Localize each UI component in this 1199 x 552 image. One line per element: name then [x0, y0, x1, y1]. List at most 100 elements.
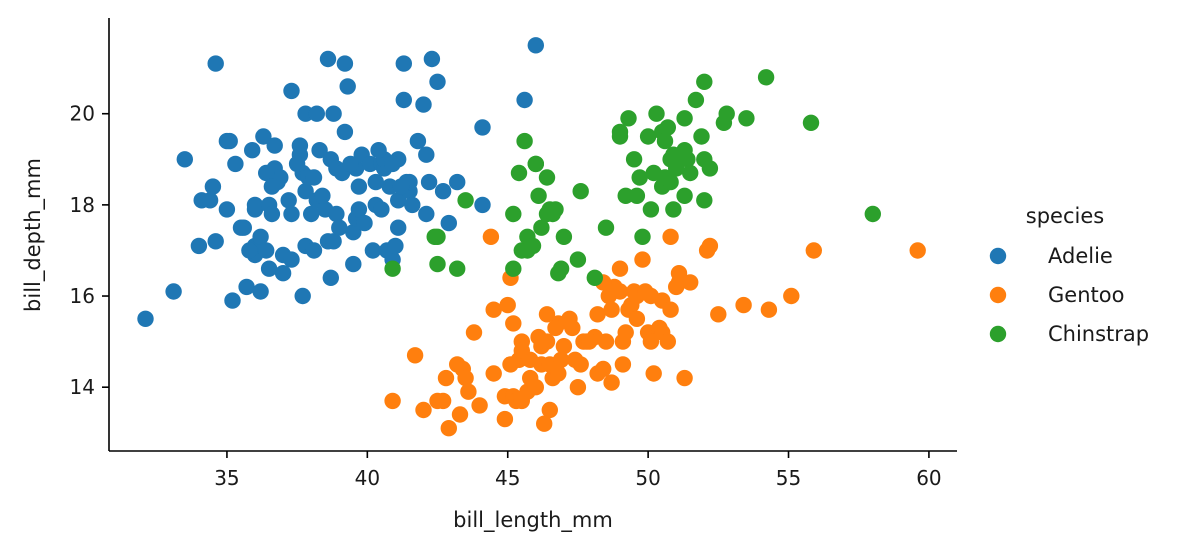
data-point	[538, 169, 556, 186]
data-point	[634, 228, 651, 245]
data-point	[668, 151, 685, 168]
data-point	[449, 173, 466, 191]
legend-item-adelie: Adelie	[989, 244, 1113, 268]
data-point	[238, 278, 255, 296]
data-point	[547, 201, 564, 218]
data-point	[527, 155, 544, 173]
data-point	[418, 205, 435, 223]
data-point	[738, 110, 755, 127]
data-point	[314, 187, 331, 204]
data-point	[682, 164, 699, 182]
data-point	[263, 178, 281, 195]
data-point	[392, 178, 410, 195]
data-point	[373, 201, 390, 218]
data-point	[224, 292, 241, 309]
data-point	[524, 237, 542, 255]
data-point	[345, 224, 362, 241]
data-point	[266, 137, 283, 154]
data-point	[648, 105, 665, 122]
y-ticks: 14 16 18 20	[70, 102, 109, 399]
data-point	[499, 296, 516, 314]
data-point	[510, 164, 528, 182]
data-point	[350, 178, 368, 195]
x-tick-label: 50	[635, 466, 660, 490]
data-point	[297, 183, 314, 200]
y-tick-label: 16	[70, 284, 95, 308]
data-point	[227, 155, 244, 173]
data-point	[471, 397, 488, 414]
data-point	[513, 342, 530, 359]
data-point	[423, 50, 441, 68]
axes: 35 40 45 50 55 60 14 16 18 20	[70, 18, 957, 490]
data-point	[384, 155, 401, 173]
series-gentoo	[384, 228, 926, 437]
data-point	[409, 132, 427, 150]
data-point	[339, 78, 356, 95]
data-point	[291, 137, 309, 154]
data-point	[342, 155, 359, 173]
data-point	[137, 310, 154, 327]
data-point	[258, 164, 275, 182]
data-point	[235, 219, 252, 236]
data-point	[252, 283, 269, 300]
data-point	[659, 119, 676, 136]
data-point	[566, 351, 584, 368]
legend-marker	[989, 286, 1007, 304]
data-point	[218, 132, 236, 150]
y-tick-label: 20	[70, 102, 95, 126]
legend: species Adelie Gentoo Chinstrap	[989, 204, 1149, 346]
data-point	[628, 187, 646, 204]
data-point	[676, 369, 693, 387]
data-point	[356, 214, 373, 232]
data-point	[659, 333, 676, 350]
data-point	[538, 333, 556, 350]
data-point	[457, 192, 474, 209]
data-point	[760, 301, 778, 318]
data-point	[595, 360, 612, 378]
data-point	[288, 155, 306, 173]
data-point	[642, 287, 660, 305]
data-point	[642, 201, 660, 218]
data-point	[429, 255, 446, 273]
legend-items: Adelie Gentoo Chinstrap	[989, 244, 1149, 346]
data-point	[581, 333, 598, 350]
data-point	[620, 110, 637, 127]
data-point	[805, 242, 822, 259]
data-point	[547, 319, 564, 337]
data-point	[645, 365, 662, 382]
data-point	[283, 251, 300, 268]
data-point	[536, 415, 553, 432]
data-point	[710, 306, 727, 323]
data-point	[586, 269, 603, 286]
data-point	[701, 237, 719, 255]
data-point	[617, 324, 634, 341]
data-point	[802, 114, 820, 131]
data-point	[303, 205, 320, 223]
data-point	[611, 283, 629, 300]
data-point	[395, 91, 412, 109]
data-point	[662, 228, 679, 245]
data-point	[384, 260, 401, 277]
data-point	[538, 306, 556, 323]
data-point	[440, 420, 457, 437]
data-point	[864, 205, 881, 223]
x-tick-label: 35	[214, 466, 239, 490]
data-point	[406, 347, 424, 364]
data-point	[418, 146, 435, 163]
data-point	[274, 265, 292, 282]
data-point	[319, 50, 337, 68]
legend-label: Adelie	[1048, 244, 1113, 268]
data-point	[485, 365, 502, 382]
data-point	[682, 274, 699, 291]
data-point	[440, 214, 457, 232]
data-point	[336, 123, 354, 141]
x-tick-label: 40	[355, 466, 380, 490]
data-point	[460, 383, 477, 400]
data-point	[735, 296, 752, 314]
data-point	[552, 260, 570, 277]
data-point	[420, 173, 438, 191]
data-point	[429, 73, 446, 91]
data-point	[569, 251, 587, 268]
data-point	[505, 205, 522, 223]
